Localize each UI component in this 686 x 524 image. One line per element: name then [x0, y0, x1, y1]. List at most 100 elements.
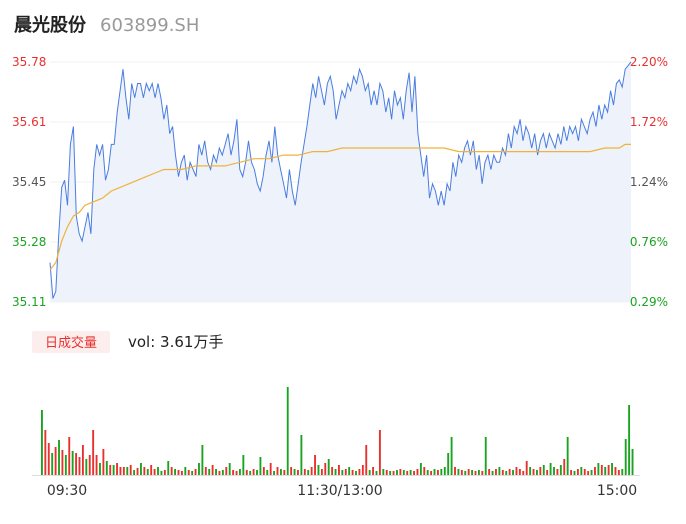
volume-bar: [437, 470, 439, 475]
volume-bar: [303, 469, 306, 475]
stock-name: 晨光股份: [14, 14, 87, 36]
volume-bar: [81, 445, 84, 475]
volume-bar: [501, 470, 504, 475]
volume-bar: [382, 469, 385, 475]
y-right-tick-label: 1.24%: [630, 175, 668, 189]
y-left-tick-label: 35.61: [12, 115, 46, 129]
stock-code: 603899.SH: [100, 15, 199, 36]
volume-bar: [549, 463, 552, 475]
volume-bar: [426, 470, 429, 475]
volume-bar: [556, 469, 559, 475]
volume-bar: [146, 469, 149, 475]
volume-bar: [576, 469, 579, 475]
volume-bar: [68, 437, 71, 475]
volume-bar: [361, 465, 364, 475]
volume-bar: [221, 470, 224, 475]
price-line: [49, 61, 632, 299]
volume-bar: [477, 470, 480, 475]
y-left-tick-label: 35.78: [12, 55, 46, 69]
volume-bar: [279, 469, 282, 475]
volume-bar: [338, 465, 340, 475]
volume-bar: [170, 467, 173, 475]
y-right-tick-label: 0.29%: [630, 295, 668, 309]
volume-bar: [611, 463, 613, 475]
volume-bar: [583, 469, 586, 475]
volume-bar: [242, 455, 245, 475]
volume-bar: [631, 449, 634, 475]
price-chart: [49, 61, 632, 302]
price-axis-left: 35.78 35.61 35.45 35.28 35.11: [12, 55, 46, 309]
volume-bar: [566, 437, 569, 475]
volume-bar: [481, 471, 484, 475]
volume-bar: [621, 469, 624, 475]
volume-bar: [525, 461, 528, 475]
volume-bar: [232, 470, 235, 475]
y-right-tick-label: 0.76%: [630, 235, 668, 249]
volume-bar: [348, 467, 351, 475]
volume-bar: [518, 469, 521, 475]
volume-bar: [167, 461, 170, 475]
volume-bar: [293, 469, 296, 475]
time-axis: 09:30 11:30/13:00 15:00: [47, 483, 637, 499]
volume-bar: [491, 471, 494, 475]
volume-bar: [331, 467, 334, 475]
volume-bar: [194, 469, 197, 475]
volume-bar: [498, 467, 501, 475]
daily-volume-tab[interactable]: [32, 331, 110, 353]
volume-bar: [607, 465, 610, 475]
volume-bar: [440, 469, 443, 475]
volume-bar: [112, 465, 115, 475]
x-tick-label: 09:30: [47, 483, 87, 499]
volume-bar: [129, 465, 132, 475]
volume-bar: [365, 445, 368, 475]
volume-bar: [464, 471, 467, 475]
volume-bar: [358, 469, 361, 475]
volume-bar: [515, 467, 518, 475]
volume-bar: [41, 410, 43, 475]
volume-bar: [546, 470, 549, 475]
volume-bar: [252, 469, 255, 475]
volume-bar: [522, 471, 525, 475]
volume-bar: [334, 469, 337, 475]
volume-bar: [580, 467, 583, 475]
volume-bar: [198, 463, 200, 475]
x-tick-label: 15:00: [597, 483, 637, 499]
volume-bar: [266, 470, 269, 475]
volume-bar: [184, 467, 187, 475]
volume-bar: [536, 470, 538, 475]
volume-bar: [467, 469, 470, 475]
volume-bar: [215, 469, 217, 475]
volume-bar: [187, 470, 190, 475]
volume-bar: [512, 470, 514, 475]
volume-bar: [324, 463, 327, 475]
volume-bar: [399, 469, 402, 475]
volume-bar: [191, 471, 194, 475]
volume-bar: [454, 467, 456, 475]
volume-bar: [283, 470, 286, 475]
volume-bar: [559, 465, 562, 475]
volume-bar: [140, 463, 142, 475]
y-right-tick-label: 1.72%: [630, 115, 668, 129]
volume-bar: [484, 437, 487, 475]
volume-bar: [307, 470, 310, 475]
volume-bar: [423, 467, 426, 475]
volume-bar: [433, 469, 436, 475]
volume-bar: [624, 439, 627, 475]
volume-bar: [290, 467, 293, 475]
volume-chart: [32, 387, 640, 476]
volume-bar: [51, 453, 54, 475]
volume-bar: [143, 467, 146, 475]
volume-bar: [58, 440, 60, 475]
volume-bar: [368, 470, 371, 475]
volume-bar: [628, 405, 631, 475]
volume-bar: [218, 471, 221, 475]
volume-bar: [85, 459, 88, 475]
volume-bar: [54, 447, 57, 475]
volume-bar: [529, 467, 532, 475]
volume-bar: [133, 470, 136, 475]
volume-bar: [389, 471, 392, 475]
volume-bar: [327, 459, 330, 475]
y-left-tick-label: 35.28: [12, 235, 46, 249]
volume-bar: [276, 467, 279, 475]
volume-bar: [204, 467, 207, 475]
